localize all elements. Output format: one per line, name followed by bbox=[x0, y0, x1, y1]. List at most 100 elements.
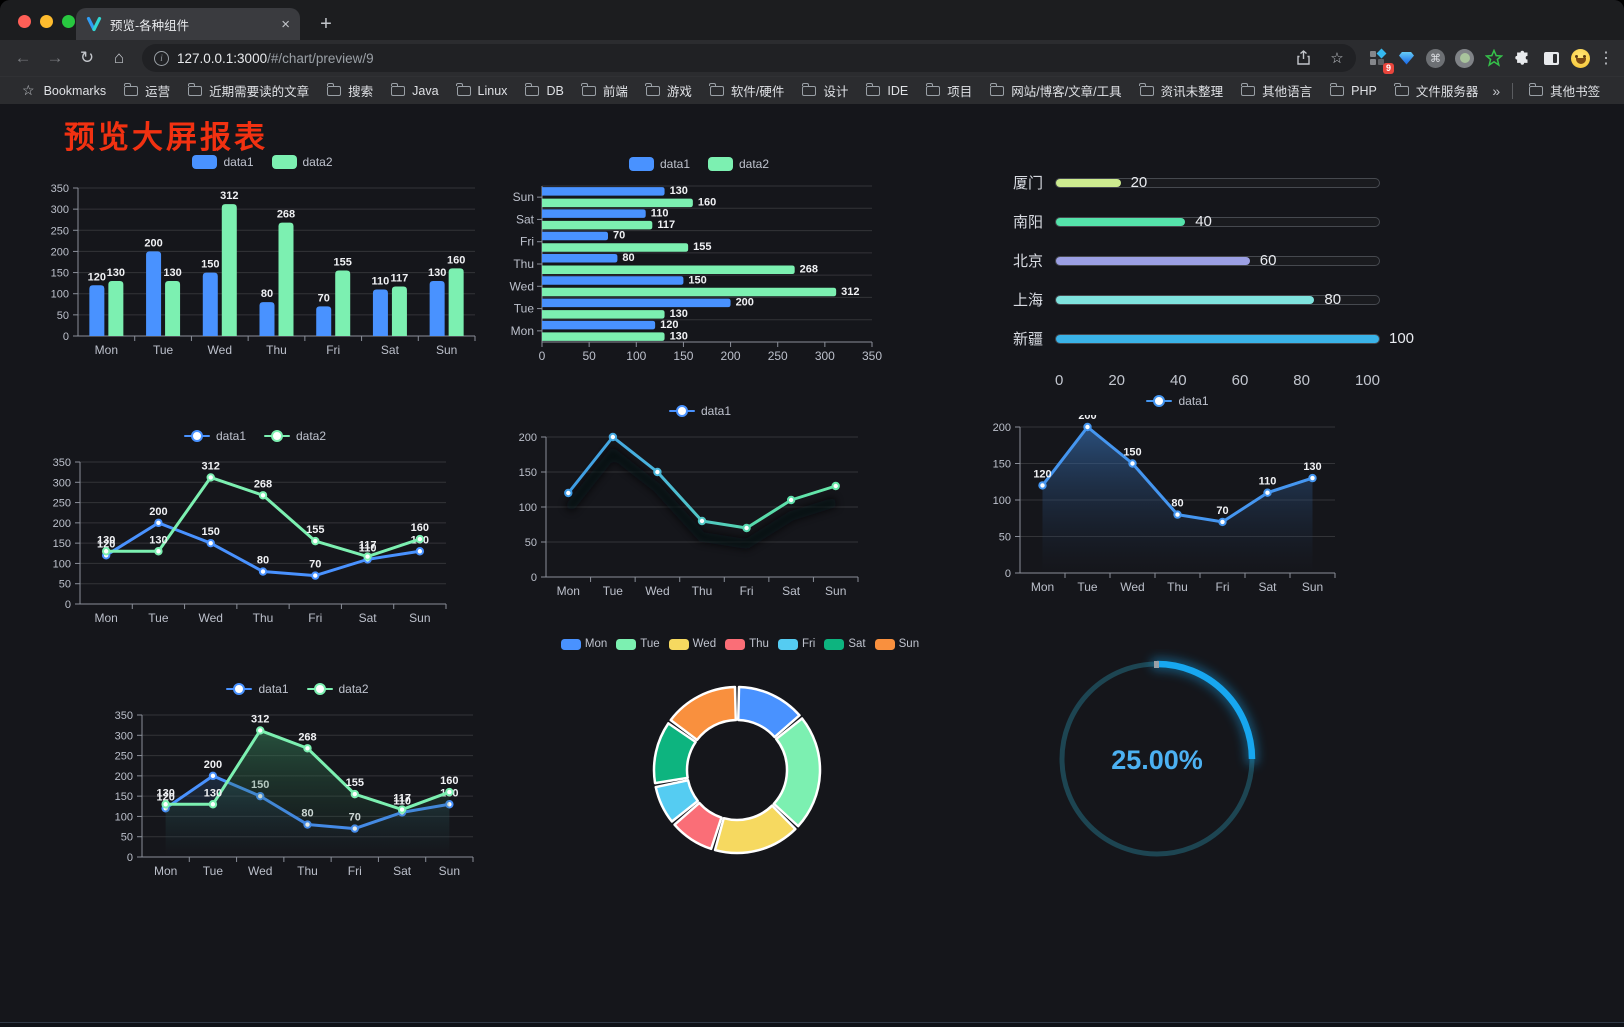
axis-tick-label: 60 bbox=[1231, 372, 1249, 389]
svg-text:Tue: Tue bbox=[203, 864, 224, 878]
axis-tick-label: 40 bbox=[1169, 372, 1187, 389]
fullscreen-window-button[interactable] bbox=[62, 15, 75, 28]
svg-text:130: 130 bbox=[1303, 461, 1321, 473]
gem-extension-icon[interactable] bbox=[1393, 45, 1420, 72]
pie-slice-Tue bbox=[772, 717, 822, 828]
bookmark-item[interactable]: 游戏 bbox=[638, 80, 700, 102]
recorder-extension-icon[interactable] bbox=[1451, 45, 1478, 72]
svg-text:150: 150 bbox=[673, 349, 693, 363]
legend-swatch bbox=[874, 638, 895, 650]
bookmark-item[interactable]: 前端 bbox=[574, 80, 636, 102]
svg-text:Fri: Fri bbox=[520, 235, 534, 249]
progress-fill bbox=[1056, 334, 1379, 343]
back-icon[interactable]: ← bbox=[14, 48, 32, 67]
svg-text:0: 0 bbox=[1005, 568, 1011, 580]
legend-item-data1[interactable]: data1 bbox=[226, 682, 289, 696]
svg-text:110: 110 bbox=[359, 542, 377, 554]
svg-text:Sat: Sat bbox=[782, 584, 801, 598]
close-window-button[interactable] bbox=[18, 15, 31, 28]
svg-text:Mon: Mon bbox=[557, 584, 580, 598]
sidebar-toggle-icon[interactable] bbox=[1538, 45, 1565, 72]
svg-text:Sat: Sat bbox=[516, 212, 535, 226]
svg-text:250: 250 bbox=[115, 751, 133, 763]
url-bar[interactable]: i 127.0.0.1:3000/#/chart/preview/9 ☆ bbox=[142, 44, 1356, 72]
legend-item-data1[interactable]: data1 bbox=[183, 429, 246, 443]
bookmark-item[interactable]: 搜索 bbox=[319, 80, 381, 102]
site-info-icon[interactable]: i bbox=[154, 50, 169, 66]
other-bookmarks[interactable]: 其他书签 bbox=[1521, 80, 1608, 102]
legend-item-data1[interactable]: data1 bbox=[1146, 394, 1209, 408]
svg-text:130: 130 bbox=[428, 267, 446, 279]
emoji-extension-icon[interactable] bbox=[1567, 45, 1594, 72]
tampermonkey-extension-icon[interactable]: 9 bbox=[1364, 45, 1394, 74]
command-extension-icon[interactable]: ⌘ bbox=[1422, 45, 1449, 72]
svg-text:100: 100 bbox=[519, 502, 537, 514]
bookmark-item[interactable]: 资讯未整理 bbox=[1132, 80, 1232, 102]
legend-item-data2[interactable]: data2 bbox=[708, 157, 769, 171]
new-tab-button[interactable]: + bbox=[320, 12, 332, 35]
legend-swatch bbox=[725, 638, 746, 650]
legend-item-data1[interactable]: data1 bbox=[192, 155, 254, 169]
svg-text:Sun: Sun bbox=[513, 190, 534, 204]
legend-label: Wed bbox=[692, 638, 717, 650]
home-icon[interactable]: ⌂ bbox=[113, 48, 125, 67]
svg-text:0: 0 bbox=[531, 572, 537, 584]
folder-icon bbox=[581, 82, 596, 96]
bookmark-item[interactable]: 近期需要读的文章 bbox=[180, 80, 317, 102]
bookmark-item[interactable]: 网站/博客/文章/工具 bbox=[982, 80, 1129, 102]
bookmark-star-icon[interactable]: ☆ bbox=[1330, 50, 1344, 67]
two-line-chart: data1 data2 0 50 100 150 200 250 300 350 Mon Tue Wed… bbox=[40, 426, 470, 644]
legend-item-Thu[interactable]: Thu bbox=[725, 638, 769, 650]
bookmark-item[interactable]: DB bbox=[517, 80, 571, 102]
legend-item-data2[interactable]: data2 bbox=[264, 429, 326, 443]
browser-tab[interactable]: 预览-各种组件 × bbox=[76, 8, 300, 40]
svg-text:Wed: Wed bbox=[248, 864, 272, 878]
legend-item-Sun[interactable]: Sun bbox=[874, 638, 919, 650]
bookmarks-overflow-icon[interactable]: » bbox=[1492, 82, 1501, 99]
tab-close-icon[interactable]: × bbox=[281, 15, 290, 33]
legend-item-data2[interactable]: data2 bbox=[306, 682, 369, 696]
forward-icon[interactable]: → bbox=[46, 48, 64, 67]
legend-item-data2[interactable]: data2 bbox=[271, 155, 333, 169]
bookmark-item[interactable]: 设计 bbox=[794, 80, 856, 102]
svg-text:50: 50 bbox=[525, 537, 537, 549]
line-chart-canvas: 0 50 100 150 200 Mon Tue Wed Thu Fri Sat Sun bbox=[519, 432, 859, 598]
bookmark-item[interactable]: PHP bbox=[1322, 80, 1385, 102]
bookmark-item[interactable]: 其他语言 bbox=[1233, 80, 1320, 102]
bookmarks-manager[interactable]: ☆ Bookmarks bbox=[14, 80, 114, 102]
bookmark-item[interactable]: 软件/硬件 bbox=[702, 80, 792, 102]
legend-item-Fri[interactable]: Fri bbox=[777, 638, 815, 650]
area-line-chart: data1 0 50 100 150 200 Mon Tue Wed Thu Fri Sat Sun 12… bbox=[980, 391, 1375, 609]
svg-text:117: 117 bbox=[391, 273, 409, 285]
folder-icon bbox=[456, 82, 471, 96]
extensions-puzzle-icon[interactable] bbox=[1509, 45, 1536, 72]
star-extension-icon[interactable] bbox=[1480, 45, 1507, 72]
legend-item-Wed[interactable]: Wed bbox=[668, 638, 717, 650]
legend-item-data1[interactable]: data1 bbox=[628, 157, 690, 171]
bookmark-item[interactable]: IDE bbox=[858, 80, 916, 102]
svg-text:Wed: Wed bbox=[198, 611, 222, 625]
legend-swatch bbox=[668, 405, 695, 417]
bookmark-label: Java bbox=[412, 83, 439, 98]
legend-item-Tue[interactable]: Tue bbox=[616, 638, 660, 650]
menu-kebab-icon[interactable]: ⋮ bbox=[1598, 50, 1614, 67]
reload-icon[interactable]: ↻ bbox=[79, 48, 95, 67]
tab-strip: 预览-各种组件 × + bbox=[0, 0, 1624, 40]
svg-text:200: 200 bbox=[204, 759, 222, 771]
svg-text:200: 200 bbox=[149, 506, 167, 518]
legend-item-Mon[interactable]: Mon bbox=[560, 638, 607, 650]
share-icon[interactable] bbox=[1290, 45, 1316, 71]
bookmark-item[interactable]: 文件服务器 bbox=[1387, 80, 1487, 102]
bookmark-item[interactable]: 项目 bbox=[918, 80, 980, 102]
legend-item-data1[interactable]: data1 bbox=[668, 404, 731, 418]
bookmark-item[interactable]: Linux bbox=[449, 80, 516, 102]
svg-text:130: 130 bbox=[204, 787, 222, 799]
minimize-window-button[interactable] bbox=[40, 15, 53, 28]
legend-item-Sat[interactable]: Sat bbox=[824, 638, 866, 650]
svg-text:150: 150 bbox=[993, 459, 1011, 471]
bookmark-item[interactable]: 运营 bbox=[116, 80, 178, 102]
bookmark-item[interactable]: Java bbox=[383, 80, 446, 102]
progress-bars-chart: 厦门 20 南阳 40 北京 60 上海 80 新疆 100 0 20 40 60 80 100 bbox=[985, 159, 1414, 390]
svg-text:Tue: Tue bbox=[603, 584, 624, 598]
